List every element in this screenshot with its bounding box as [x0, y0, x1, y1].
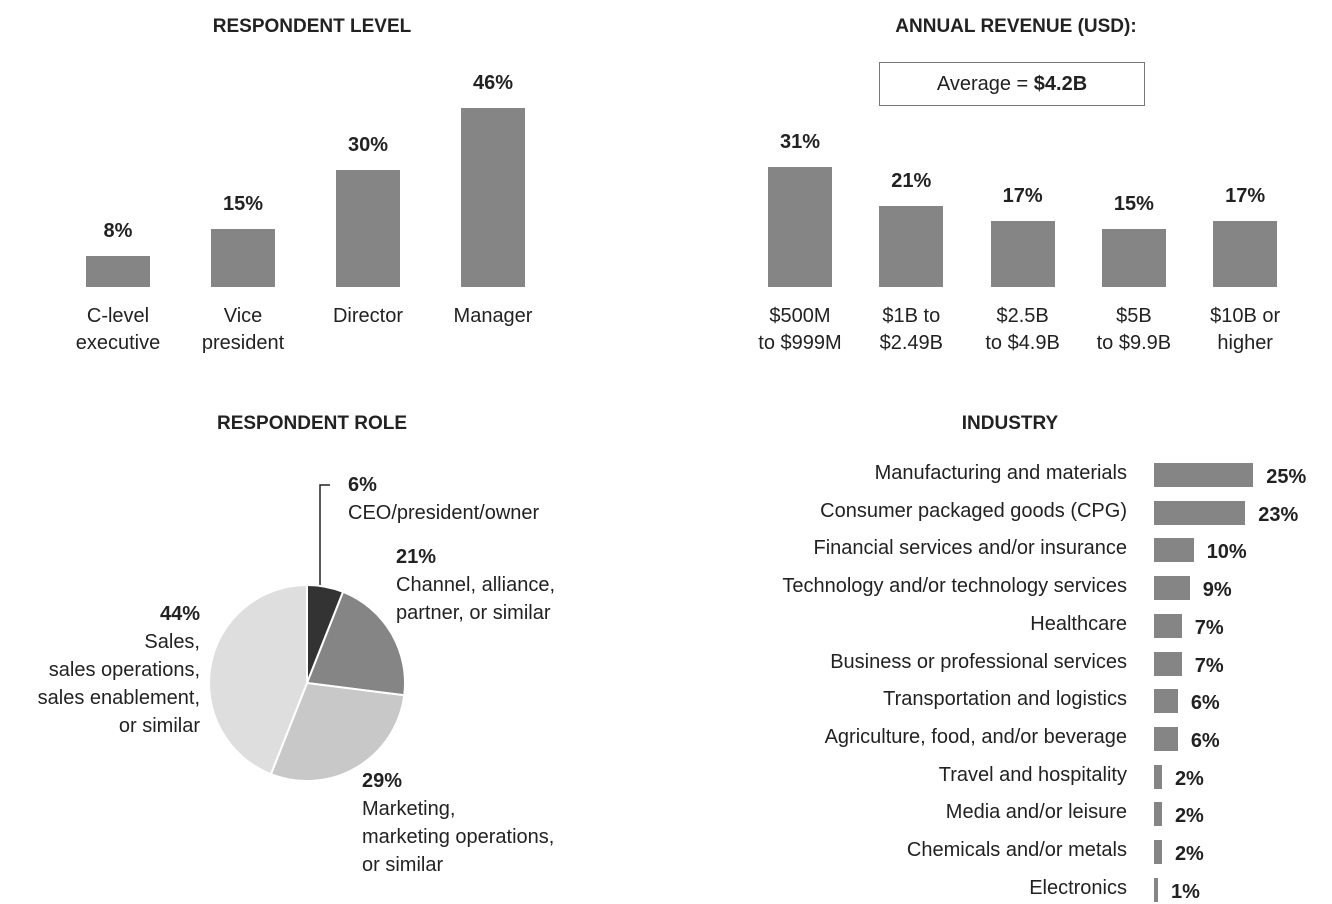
pie-label: 44% Sales, sales operations, sales enable…	[38, 600, 200, 740]
bar	[1154, 689, 1178, 714]
value-label: 10%	[1206, 541, 1247, 564]
bar	[1154, 651, 1182, 676]
category-label: Chemicals and/or metals	[906, 839, 1127, 861]
category-label: Manufacturing and materials	[874, 462, 1127, 484]
bar	[879, 205, 944, 287]
value-label: 25%	[1266, 466, 1307, 488]
bar	[1154, 840, 1162, 864]
bar	[1101, 228, 1166, 287]
bar	[336, 170, 400, 287]
category-label: Manager	[453, 305, 533, 327]
bar	[461, 107, 525, 287]
value-label: 6%	[1190, 729, 1220, 752]
bar	[1213, 221, 1278, 287]
category-label: Technology and/or technology services	[782, 575, 1127, 598]
bar	[1154, 538, 1194, 563]
pie-label: 21% Channel, alliance, partner, or simila…	[396, 543, 555, 627]
value-label: 46%	[472, 71, 514, 94]
bar	[768, 167, 832, 287]
category-label: $1B to $2.49B	[879, 305, 943, 354]
value-label: 7%	[1194, 616, 1224, 639]
pie-label: 29% Marketing, marketing operations, or s…	[362, 767, 554, 879]
category-label: $10B or higher	[1210, 305, 1281, 354]
bar	[1154, 613, 1182, 638]
chart-title: RESPONDENT ROLE	[216, 413, 408, 434]
value-label: 21%	[396, 546, 437, 568]
value-label: 7%	[1194, 654, 1224, 677]
pie-slice	[305, 590, 406, 697]
bar	[1154, 463, 1254, 487]
category-label: Agriculture, food, and/or beverage	[824, 725, 1127, 748]
value-label: 8%	[103, 219, 133, 242]
chart-title: ANNUAL REVENUE (USD):	[895, 16, 1137, 37]
value-label: 9%	[1202, 579, 1232, 602]
category-label: CEO/president/owner	[348, 502, 540, 524]
bar	[211, 228, 275, 287]
bar	[1154, 764, 1162, 789]
pie-slice	[269, 681, 406, 782]
bar	[1154, 726, 1178, 751]
value-label: 23%	[1258, 503, 1299, 526]
chart-title: RESPONDENT LEVEL	[212, 16, 412, 37]
category-label: Director	[332, 305, 403, 327]
pie-label: 6% CEO/president/owner	[348, 471, 539, 527]
category-label: Financial services and/or insurance	[813, 537, 1128, 560]
value-label: 6%	[348, 474, 377, 496]
annotation-box: Average = $4.2B	[879, 62, 1145, 106]
category-label: Consumer packaged goods (CPG)	[820, 499, 1127, 522]
bar	[1154, 500, 1246, 525]
bar	[1154, 877, 1158, 902]
bar	[1154, 802, 1162, 827]
category-label: Media and/or leisure	[945, 801, 1127, 824]
value-label: 17%	[1002, 185, 1043, 208]
value-label: 29%	[362, 770, 403, 792]
category-label: Sales, sales operations, sales enablemen…	[37, 631, 200, 737]
value-label: 2%	[1174, 767, 1204, 790]
category-label: Vice president	[201, 305, 285, 354]
bar	[86, 255, 150, 287]
value-label: 2%	[1174, 805, 1204, 828]
category-label: Marketing, marketing operations, or simi…	[362, 798, 555, 876]
value-label: 30%	[347, 134, 389, 156]
value-label: 44%	[159, 603, 200, 625]
value-label: 1%	[1170, 880, 1200, 903]
value-label: 31%	[779, 131, 821, 154]
value-label: 17%	[1225, 185, 1266, 208]
leader-line	[319, 484, 330, 588]
annotation: Average =	[936, 73, 1029, 95]
category-label: $2.5B to $4.9B	[985, 305, 1060, 354]
value-label: 15%	[1113, 192, 1154, 215]
bar	[1154, 576, 1190, 601]
category-label: $5B to $9.9B	[1096, 305, 1172, 354]
value-label: 15%	[222, 192, 264, 215]
category-label: Transportation and logistics	[883, 688, 1127, 711]
value-label: 2%	[1174, 843, 1204, 865]
annotation-value: $4.2B	[1033, 73, 1088, 95]
category-label: Channel, alliance, partner, or similar	[396, 574, 555, 624]
category-label: C-level executive	[75, 305, 161, 354]
category-label: Business or professional services	[830, 650, 1127, 673]
category-label: Healthcare	[1030, 612, 1127, 635]
bar	[990, 221, 1055, 287]
value-label: 21%	[891, 169, 932, 192]
pie-slice	[208, 583, 308, 776]
chart-title: INDUSTRY	[961, 413, 1059, 434]
category-label: Electronics	[1029, 876, 1127, 899]
category-label: $500M to $999M	[758, 305, 842, 354]
value-label: 6%	[1190, 692, 1220, 715]
category-label: Travel and hospitality	[938, 763, 1127, 786]
